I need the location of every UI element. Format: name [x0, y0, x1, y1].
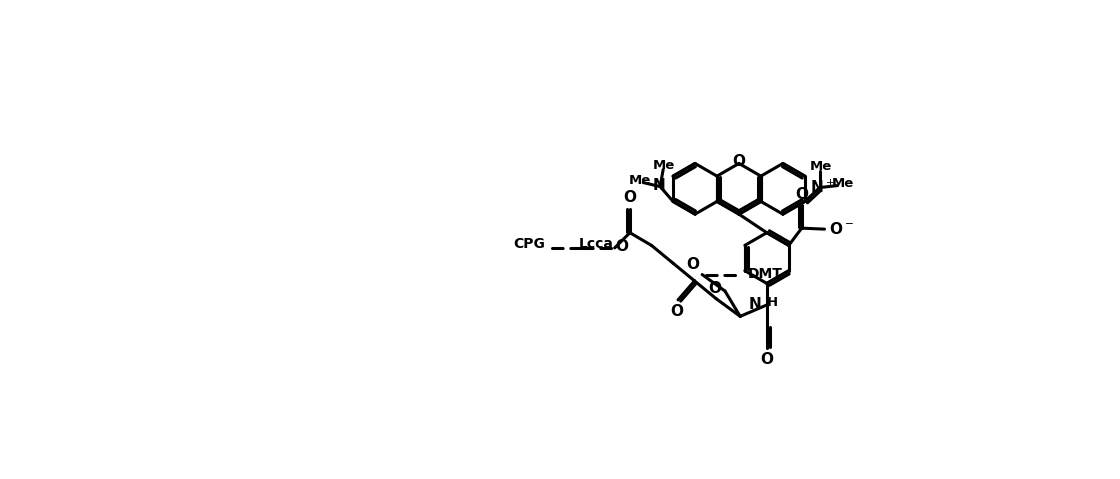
Text: O: O [732, 154, 746, 170]
Text: H: H [767, 297, 778, 309]
Text: Me: Me [629, 174, 652, 187]
Text: Me: Me [831, 177, 853, 190]
Text: O$^-$: O$^-$ [830, 221, 855, 237]
Text: O: O [624, 190, 636, 205]
Text: Me: Me [653, 159, 675, 172]
Text: N: N [749, 297, 762, 312]
Text: O: O [795, 187, 809, 202]
Text: O: O [687, 257, 700, 272]
Text: N$^+$: N$^+$ [811, 178, 836, 196]
Text: O: O [670, 304, 683, 319]
Text: Me: Me [810, 160, 832, 173]
Text: N: N [653, 178, 665, 193]
Text: O: O [708, 281, 721, 296]
Text: O: O [760, 352, 773, 367]
Text: CPG: CPG [514, 238, 545, 251]
Text: DMT: DMT [747, 267, 782, 281]
Text: Lcca: Lcca [579, 238, 614, 251]
Text: O: O [615, 240, 628, 254]
